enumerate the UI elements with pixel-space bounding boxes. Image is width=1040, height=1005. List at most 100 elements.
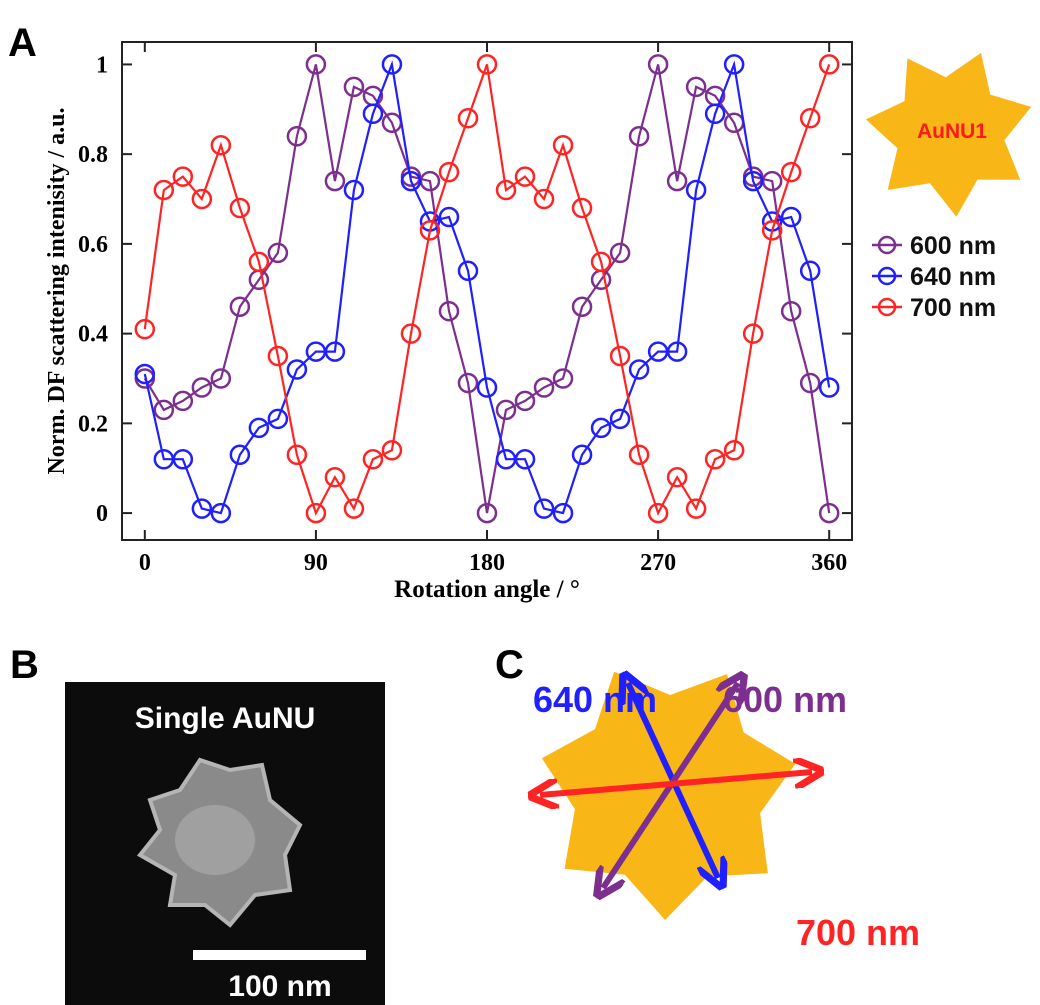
- diagram-label: 700 nm: [796, 912, 920, 953]
- data-point: [191, 188, 213, 210]
- x-tick-label: 90: [304, 550, 328, 576]
- data-point: [571, 444, 593, 466]
- data-point: [628, 359, 650, 380]
- data-point: [476, 54, 498, 75]
- data-point: [723, 54, 745, 75]
- y-tick-label: 0.8: [78, 142, 108, 168]
- data-point: [533, 188, 555, 210]
- data-point: [514, 390, 536, 412]
- data-point: [666, 466, 688, 488]
- data-point: [134, 318, 156, 340]
- data-point: [229, 197, 251, 219]
- data-point: [723, 440, 745, 461]
- data-point: [286, 359, 308, 380]
- polarization-arrow: [540, 772, 812, 795]
- star-badge: [865, 52, 1032, 217]
- panel-label: A: [8, 21, 37, 65]
- x-axis-label: Rotation angle / °: [394, 576, 580, 603]
- diagram-label: 600 nm: [723, 679, 847, 720]
- data-point: [590, 417, 612, 439]
- data-point: [780, 206, 802, 228]
- data-point: [609, 242, 631, 264]
- data-point: [647, 54, 669, 75]
- data-point: [552, 502, 574, 524]
- series-line: [143, 60, 831, 515]
- y-tick-label: 0.4: [78, 322, 108, 348]
- scale-bar: [193, 950, 366, 960]
- y-tick-label: 0: [96, 501, 108, 527]
- legend-marker: [877, 297, 897, 317]
- scale-bar-label: 100 nm: [228, 970, 331, 1003]
- data-point: [324, 341, 346, 362]
- data-point: [628, 125, 650, 147]
- data-point: [457, 260, 479, 282]
- nanoparticle-highlight: [175, 805, 255, 875]
- diagram-label: 640 nm: [533, 679, 657, 720]
- data-point: [533, 498, 555, 519]
- data-point: [305, 502, 327, 524]
- data-point: [438, 300, 460, 322]
- y-axis-label: Norm. DF scattering intenisity / a.u.: [44, 107, 70, 474]
- data-point: [780, 161, 802, 183]
- data-point: [343, 498, 365, 519]
- data-point: [134, 363, 156, 385]
- y-tick-label: 1: [96, 52, 108, 78]
- data-point: [780, 300, 802, 322]
- data-point: [457, 108, 479, 129]
- data-point: [267, 242, 289, 264]
- y-tick-label: 0.2: [78, 411, 108, 437]
- data-point: [685, 76, 707, 98]
- data-point: [704, 103, 726, 125]
- panel-label: C: [495, 643, 524, 687]
- legend-label: 640 nm: [910, 263, 996, 291]
- data-point: [495, 179, 517, 201]
- data-point: [343, 76, 365, 98]
- data-point: [210, 502, 232, 524]
- data-point: [324, 466, 346, 488]
- data-point: [666, 341, 688, 362]
- data-point: [267, 345, 289, 367]
- data-point: [381, 54, 403, 75]
- data-point: [153, 179, 175, 201]
- data-point: [362, 103, 384, 125]
- data-point: [229, 296, 251, 317]
- data-point: [818, 502, 840, 524]
- x-tick-label: 0: [139, 550, 151, 576]
- legend-label: 600 nm: [910, 232, 996, 260]
- data-point: [685, 179, 707, 201]
- data-point: [742, 323, 764, 344]
- data-point: [172, 448, 194, 470]
- data-point: [495, 399, 517, 421]
- data-point: [704, 448, 726, 470]
- sem-title: Single AuNU: [135, 702, 316, 735]
- data-point: [400, 170, 422, 192]
- data-point: [552, 134, 574, 156]
- data-point: [172, 390, 194, 412]
- data-point: [476, 502, 498, 524]
- data-point: [666, 170, 688, 192]
- data-point: [172, 166, 194, 187]
- legend-marker: [877, 266, 897, 286]
- data-point: [799, 372, 821, 394]
- data-point: [438, 161, 460, 183]
- x-tick-label: 270: [640, 550, 676, 576]
- data-point: [609, 408, 631, 430]
- data-point: [400, 323, 422, 344]
- data-point: [267, 408, 289, 430]
- data-point: [324, 170, 346, 192]
- data-point: [153, 399, 175, 421]
- data-point: [381, 440, 403, 461]
- series-line: [143, 64, 831, 516]
- data-point: [286, 444, 308, 466]
- data-point: [476, 377, 498, 398]
- series-line: [143, 64, 831, 514]
- data-point: [362, 448, 384, 470]
- data-point: [229, 444, 251, 466]
- data-point: [628, 444, 650, 466]
- data-point: [571, 197, 593, 219]
- data-point: [343, 179, 365, 201]
- data-point: [552, 368, 574, 389]
- data-point: [799, 260, 821, 282]
